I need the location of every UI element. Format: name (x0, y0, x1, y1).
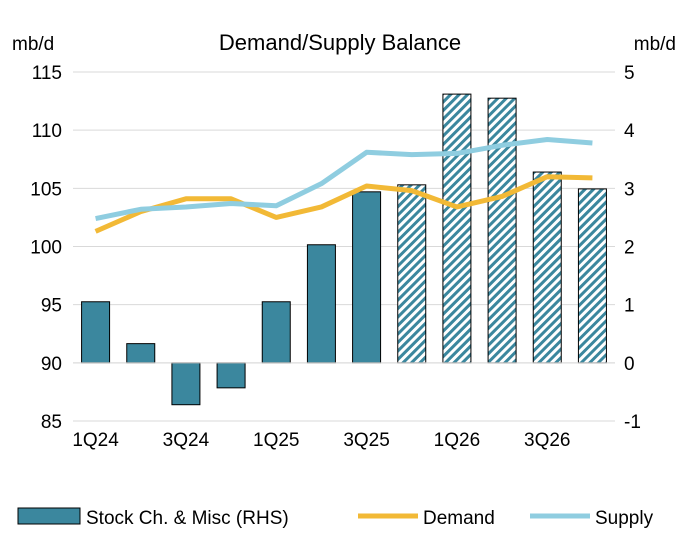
bar-3Q26 (532, 171, 562, 364)
chart-title: Demand/Supply Balance (219, 30, 461, 55)
bar-2Q25 (306, 244, 336, 364)
line-demand (94, 174, 593, 234)
x-tick-label: 1Q24 (72, 430, 119, 451)
left-tick-label: 90 (41, 354, 62, 375)
x-tick-label: 3Q24 (163, 430, 210, 451)
bar-4Q25 (397, 184, 427, 364)
left-tick-label: 105 (30, 179, 62, 200)
right-tick-label: 0 (624, 354, 635, 375)
x-tick-label: 3Q26 (524, 430, 570, 451)
bar-4Q24 (216, 362, 246, 389)
legend-swatch-stock (17, 507, 81, 525)
bar-1Q26 (442, 93, 472, 364)
left-axis-label: mb/d (12, 34, 54, 55)
bar-2Q26 (487, 97, 517, 364)
x-tick-label: 1Q25 (253, 430, 299, 451)
bar-1Q25 (261, 301, 291, 364)
bar-3Q24 (171, 362, 201, 406)
legend-label-supply: Supply (595, 508, 654, 529)
left-tick-label: 100 (30, 238, 62, 259)
line-supply (95, 136, 593, 222)
right-tick-label: 1 (624, 296, 635, 317)
bar-4Q26 (577, 188, 607, 364)
left-tick-label: 95 (41, 296, 62, 317)
right-axis-label: mb/d (634, 34, 676, 55)
left-tick-label: 110 (32, 121, 62, 142)
x-tick-label: 1Q26 (434, 430, 480, 451)
bar-1Q24 (81, 301, 111, 364)
bar-2Q24 (126, 343, 156, 364)
bar-3Q25 (352, 191, 382, 364)
right-tick-label: 5 (624, 63, 635, 84)
legend-label-demand: Demand (423, 508, 495, 529)
right-tick-label: -1 (624, 412, 641, 433)
right-tick-label: 3 (624, 179, 635, 200)
left-tick-label: 115 (32, 63, 62, 84)
x-tick-label: 3Q25 (343, 430, 389, 451)
right-tick-label: 4 (624, 121, 635, 142)
legend-label-stock: Stock Ch. & Misc (RHS) (86, 508, 289, 529)
left-tick-label: 85 (41, 412, 62, 433)
right-tick-label: 2 (624, 238, 635, 259)
